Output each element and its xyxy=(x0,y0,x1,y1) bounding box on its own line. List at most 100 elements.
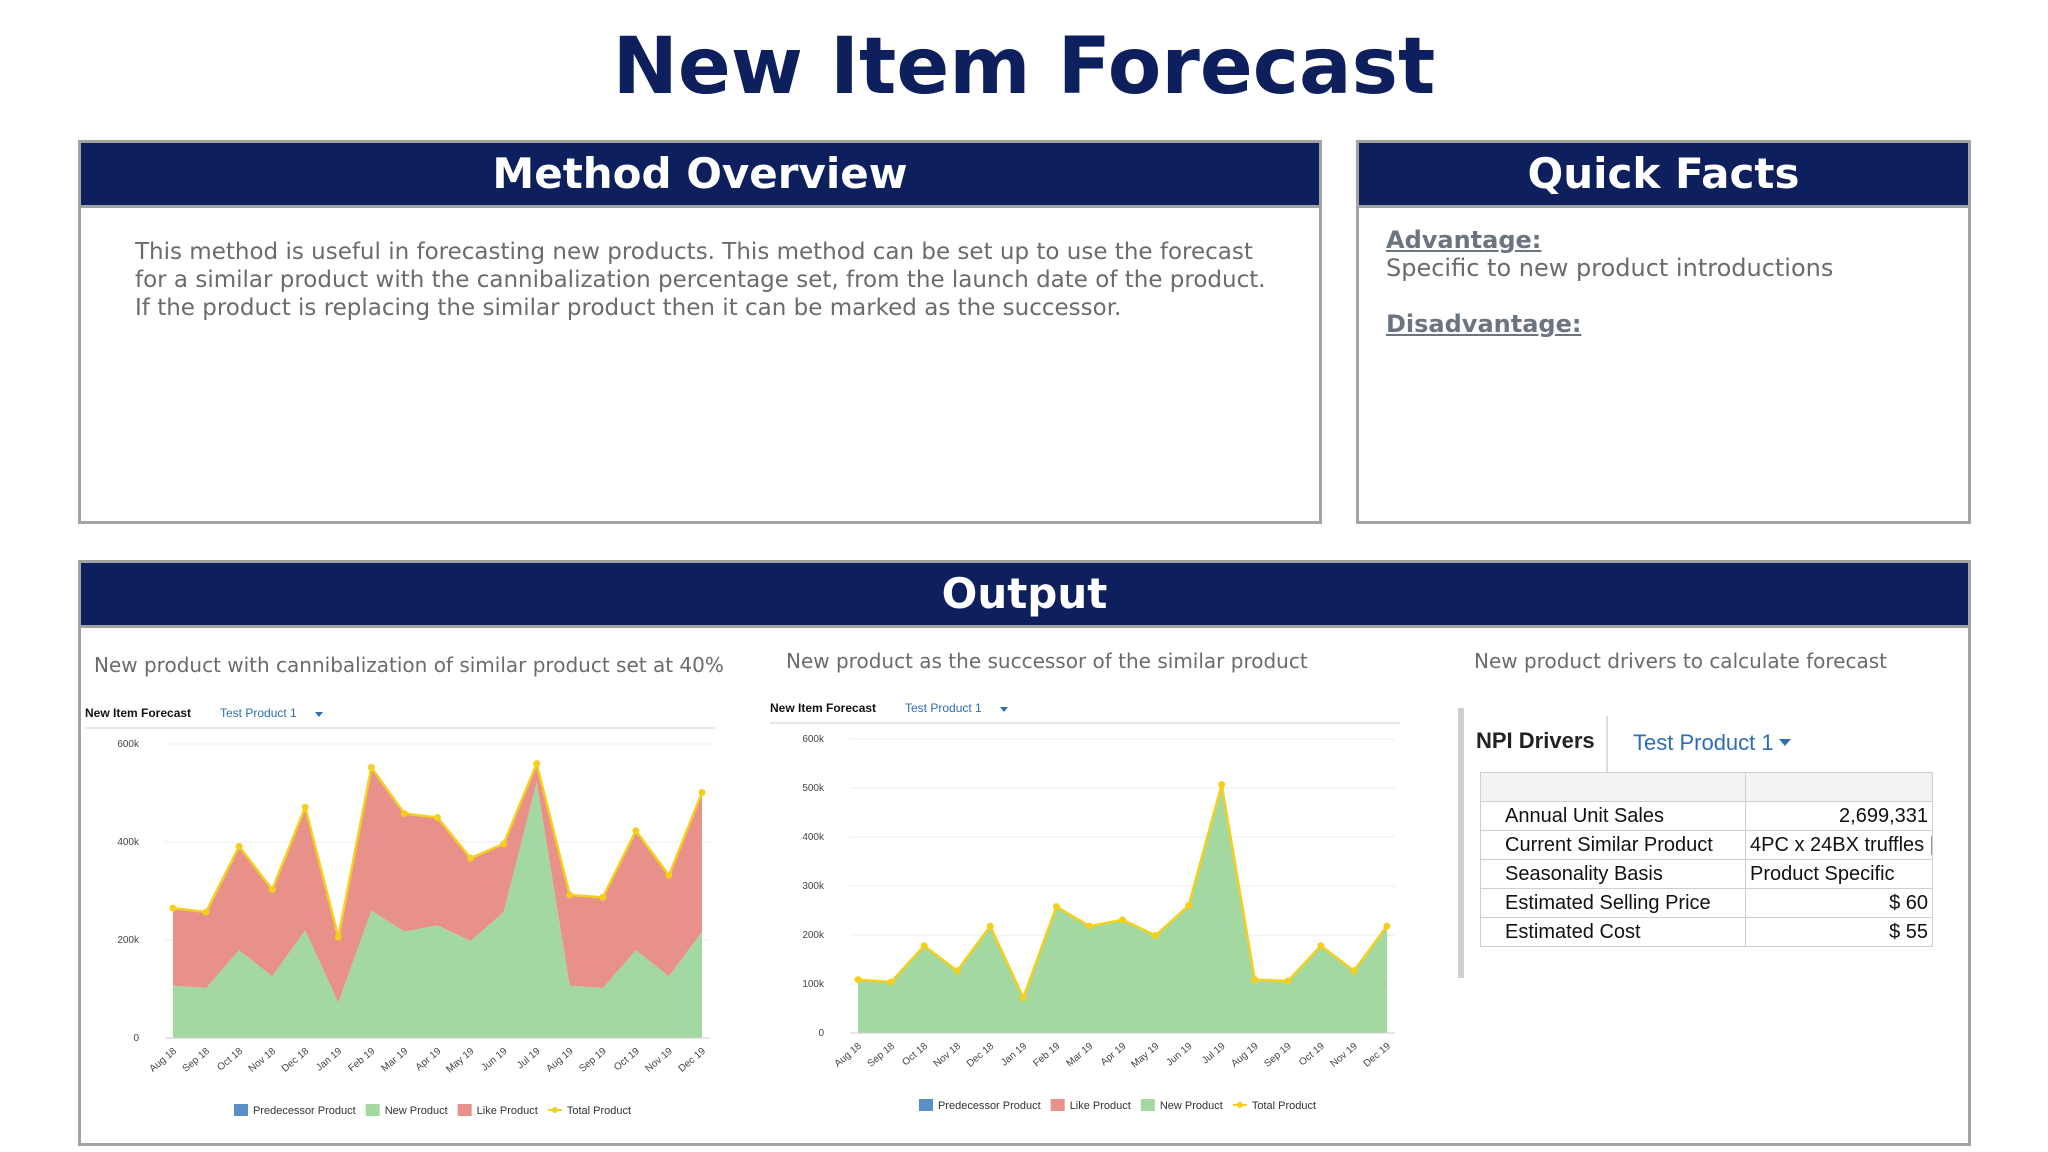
legend-swatch xyxy=(551,1107,558,1113)
page-title: New Item Forecast xyxy=(612,22,1436,112)
x-tick-label: Oct 18 xyxy=(215,1046,245,1074)
legend-label: Like Product xyxy=(477,1105,538,1117)
x-tick-label: Feb 19 xyxy=(1031,1041,1062,1070)
x-tick-label: Jan 19 xyxy=(314,1046,344,1074)
quick-facts-body: Advantage: Specific to new product intro… xyxy=(1386,226,1968,338)
x-tick-label: Nov 19 xyxy=(644,1046,676,1075)
driver-value: $ 55 xyxy=(1745,917,1933,947)
legend-swatch xyxy=(1140,1099,1155,1111)
caret xyxy=(1000,707,1008,712)
driver-label: Current Similar Product xyxy=(1480,830,1746,860)
x-tick-label: Dec 18 xyxy=(965,1041,997,1070)
advantage-text: Specific to new product introductions xyxy=(1386,254,1834,282)
point xyxy=(1052,903,1060,911)
x-tick-label: Jun 19 xyxy=(479,1046,509,1074)
y-tick-label: 0 xyxy=(818,1028,824,1039)
point xyxy=(986,922,994,930)
driver-row: Annual Unit Sales 2,699,331 xyxy=(1480,801,1933,831)
point xyxy=(1350,967,1358,975)
point xyxy=(467,854,475,862)
point xyxy=(920,942,928,950)
x-tick-label: Dec 18 xyxy=(280,1046,312,1075)
point xyxy=(1085,922,1093,930)
drivers-selector[interactable]: Test Product 1 xyxy=(1633,730,1774,755)
legend: Predecessor Product New Product Like Produ… xyxy=(233,1104,631,1117)
legend-label: Total Product xyxy=(1252,1100,1316,1112)
point xyxy=(1251,976,1259,984)
dropdown-caret[interactable] xyxy=(1778,738,1792,748)
x-tick-label: Jun 19 xyxy=(1164,1041,1194,1069)
x-tick-label: Oct 18 xyxy=(900,1041,930,1069)
y-tick-label: 100k xyxy=(802,979,825,990)
driver-row: Estimated Cost $ 55 xyxy=(1480,917,1933,947)
driver-row: Estimated Selling Price $ 60 xyxy=(1480,888,1933,918)
y-tick-label: 200k xyxy=(117,935,140,946)
point xyxy=(1317,942,1325,950)
y-tick-label: 400k xyxy=(117,837,140,848)
y-tick-label: 600k xyxy=(117,739,140,750)
x-tick-label: May 19 xyxy=(444,1046,477,1076)
chart-subtitle: New product as the successor of the simi… xyxy=(786,649,1308,673)
legend-swatch xyxy=(233,1104,248,1116)
chart-title: New Item Forecast xyxy=(770,701,876,715)
legend-swatch xyxy=(918,1099,933,1111)
x-tick-label: Mar 19 xyxy=(379,1046,410,1075)
x-tick-label: Aug 18 xyxy=(148,1046,180,1075)
driver-row: Current Similar Product 4PC x 24BX truffl… xyxy=(1480,830,1933,860)
x-tick-label: Apr 19 xyxy=(1099,1041,1129,1069)
driver-label: Estimated Cost xyxy=(1480,917,1746,947)
paragraph: This method is useful in forecasting new… xyxy=(135,239,1266,293)
point xyxy=(434,814,441,821)
x-tick-label: Aug 18 xyxy=(833,1041,865,1070)
legend-label: New Product xyxy=(385,1105,448,1117)
y-tick-label: 200k xyxy=(802,930,825,941)
x-tick-label: Oct 19 xyxy=(612,1046,642,1074)
y-tick-label: 0 xyxy=(133,1033,139,1044)
point xyxy=(268,886,276,894)
point xyxy=(1185,902,1193,910)
driver-row: Seasonality Basis Product Specific xyxy=(1480,859,1933,889)
driver-label: Seasonality Basis xyxy=(1480,859,1746,889)
x-tick-label: Apr 19 xyxy=(414,1046,444,1074)
caret xyxy=(1779,739,1791,746)
chart-selector: Test Product 1 xyxy=(220,706,297,720)
point xyxy=(698,789,706,797)
driver-value: $ 60 xyxy=(1745,888,1933,918)
legend-swatch xyxy=(1236,1102,1243,1108)
paragraph: If the product is replacing the similar … xyxy=(135,295,1122,321)
caret xyxy=(315,712,323,717)
chart-title: New Item Forecast xyxy=(85,706,191,720)
drivers-title: NPI Drivers xyxy=(1476,728,1595,753)
y-tick-label: 600k xyxy=(802,734,825,745)
area xyxy=(173,763,702,1003)
advantage-label: Advantage: xyxy=(1386,226,1542,254)
legend-swatch xyxy=(1050,1099,1065,1111)
panel-header: Quick Facts xyxy=(1359,143,1968,208)
x-tick-label: May 19 xyxy=(1129,1041,1162,1071)
driver-value: 4PC x 24BX truffles | xyxy=(1745,830,1933,860)
point xyxy=(953,967,961,975)
y-tick-label: 500k xyxy=(802,783,825,794)
point xyxy=(599,893,607,901)
method-panel: Method Overview This method is useful in… xyxy=(78,140,1322,524)
point xyxy=(1119,916,1126,924)
x-tick-label: Nov 18 xyxy=(932,1041,964,1070)
area xyxy=(173,782,702,1038)
point xyxy=(169,904,177,912)
disadvantage-label: Disadvantage: xyxy=(1386,310,1582,338)
legend-label: Like Product xyxy=(1070,1100,1131,1112)
method-text: This method is useful in forecasting new… xyxy=(135,238,1269,322)
x-tick-label: Aug 19 xyxy=(544,1046,576,1075)
x-tick-label: Mar 19 xyxy=(1064,1041,1095,1070)
y-tick-label: 400k xyxy=(802,832,825,843)
legend: Predecessor Product Like Product New Produ… xyxy=(918,1099,1316,1112)
point xyxy=(665,871,673,879)
point xyxy=(1284,977,1292,985)
point xyxy=(1152,931,1160,939)
point xyxy=(1218,781,1226,789)
panel-header: Output xyxy=(81,563,1968,628)
tab-separator xyxy=(1606,716,1608,772)
point xyxy=(367,764,375,772)
legend-label: Predecessor Product xyxy=(938,1100,1041,1112)
